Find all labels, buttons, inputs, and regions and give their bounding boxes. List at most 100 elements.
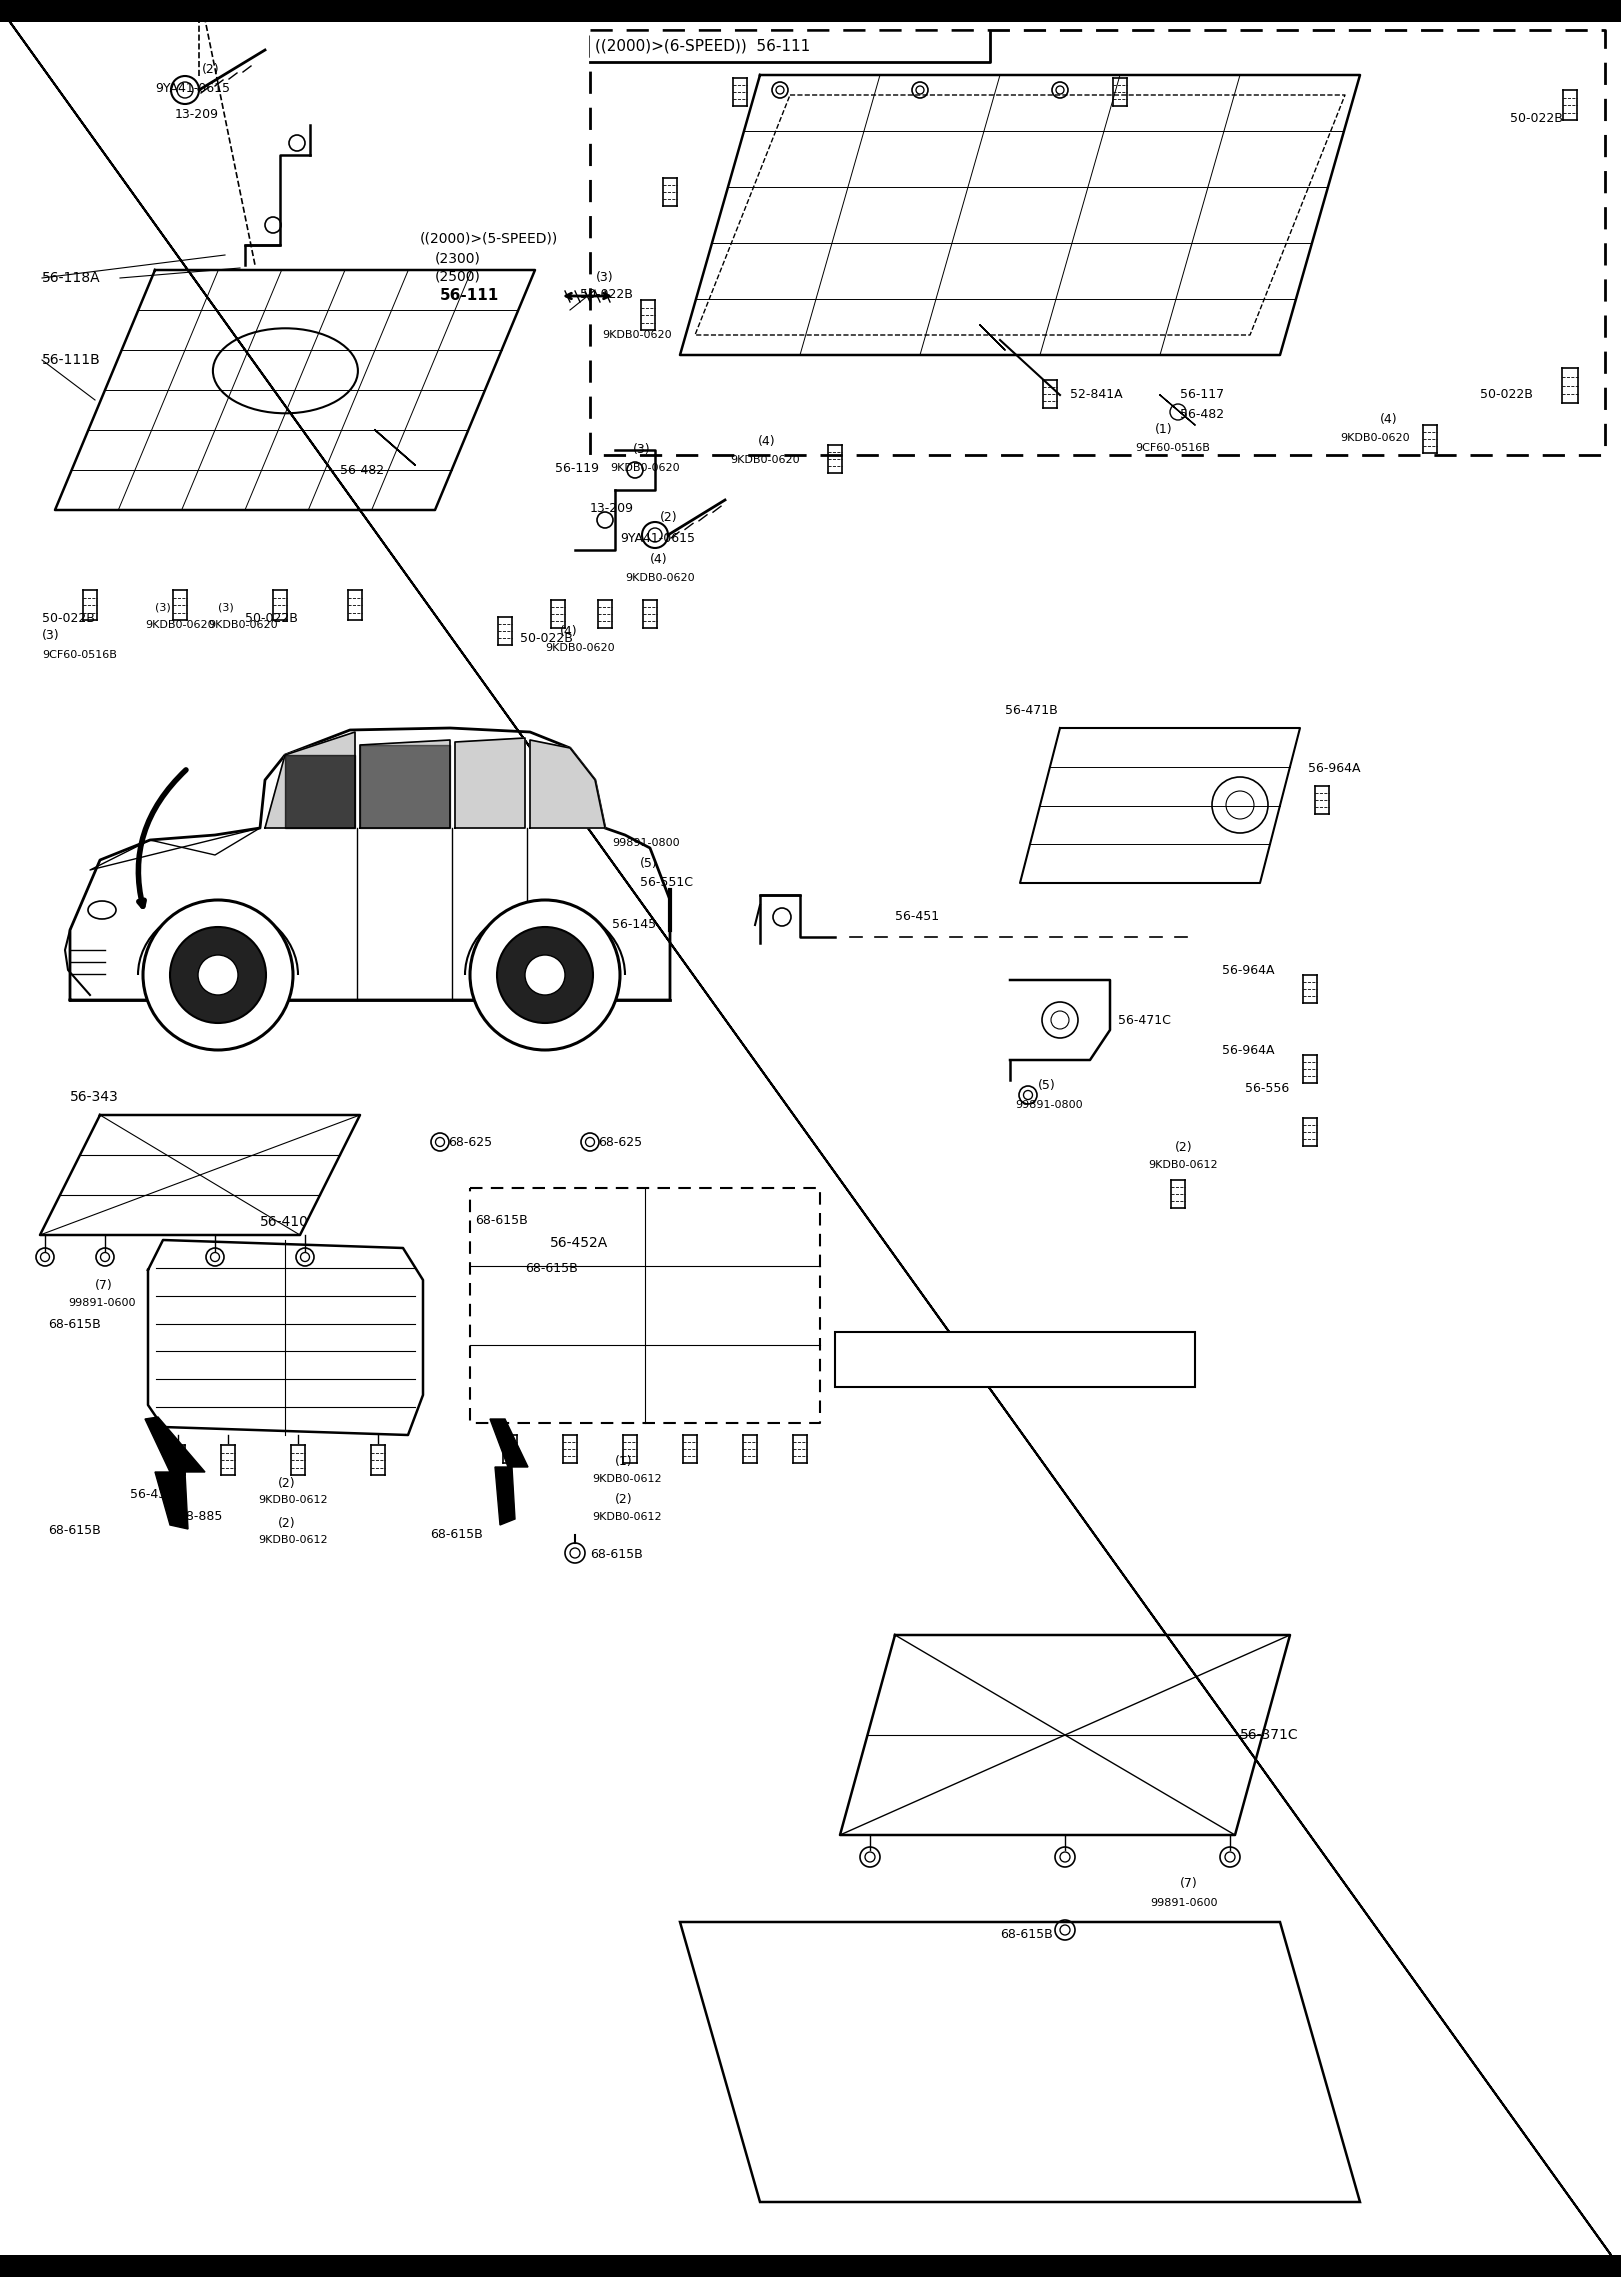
Text: (3): (3) — [217, 603, 233, 613]
Text: 68-615B: 68-615B — [525, 1261, 577, 1275]
Text: (4): (4) — [650, 553, 668, 567]
Text: 9KDB0-0620: 9KDB0-0620 — [207, 619, 277, 631]
Text: 56-118A: 56-118A — [42, 271, 101, 285]
Text: 9KDB0-0612: 9KDB0-0612 — [592, 1473, 661, 1485]
Text: 68-615B: 68-615B — [430, 1528, 483, 1542]
Text: 56-551C: 56-551C — [640, 877, 694, 890]
Bar — [0, 0, 1621, 23]
Text: 9KDB0-0620: 9KDB0-0620 — [144, 619, 214, 631]
Text: 9CF60-0516B: 9CF60-0516B — [42, 649, 117, 660]
Text: 68-615B: 68-615B — [590, 1548, 644, 1562]
Polygon shape — [530, 740, 605, 829]
Text: (2500): (2500) — [434, 269, 481, 282]
Text: 56-556: 56-556 — [1245, 1082, 1289, 1095]
Text: (2300): (2300) — [434, 250, 481, 264]
Text: 56-371C: 56-371C — [1240, 1728, 1298, 1742]
Text: 56-111: 56-111 — [439, 289, 499, 303]
Text: (3): (3) — [597, 271, 614, 285]
Text: 68-885: 68-885 — [178, 1510, 222, 1523]
Text: 56-482: 56-482 — [1180, 408, 1224, 421]
Circle shape — [525, 954, 566, 995]
Text: 52-841A: 52-841A — [1070, 389, 1123, 401]
Text: (5): (5) — [1037, 1079, 1055, 1091]
Text: 56-471C: 56-471C — [1118, 1013, 1170, 1027]
Polygon shape — [360, 740, 451, 829]
Text: 9KDB0-0612: 9KDB0-0612 — [592, 1512, 661, 1521]
Text: 9KDB0-0612: 9KDB0-0612 — [258, 1535, 327, 1546]
Text: (2): (2) — [614, 1491, 632, 1505]
Text: 9KDB0-0620: 9KDB0-0620 — [601, 330, 671, 339]
Text: 56-482: 56-482 — [340, 465, 384, 476]
Text: (1): (1) — [1156, 424, 1172, 437]
Polygon shape — [679, 1922, 1360, 2202]
Text: 13-209: 13-209 — [175, 109, 219, 121]
Text: (4): (4) — [759, 435, 775, 449]
Text: 9YA41-0615: 9YA41-0615 — [619, 531, 695, 544]
Text: (4): (4) — [559, 626, 577, 638]
Text: (2): (2) — [277, 1475, 295, 1489]
Text: 56-452A: 56-452A — [550, 1236, 608, 1250]
Polygon shape — [264, 731, 355, 829]
Text: 68-625: 68-625 — [598, 1136, 642, 1148]
Polygon shape — [456, 738, 525, 829]
Text: 9KDB0-0612: 9KDB0-0612 — [1148, 1159, 1217, 1170]
Text: 56-111B: 56-111B — [42, 353, 101, 367]
Text: ((2000)>(5-SPEED)): ((2000)>(5-SPEED)) — [420, 230, 558, 246]
Polygon shape — [590, 32, 990, 61]
Text: 99891-0800: 99891-0800 — [613, 838, 679, 847]
Text: 9KDB0-0620: 9KDB0-0620 — [609, 462, 679, 474]
Text: (2): (2) — [203, 64, 219, 77]
Text: (1): (1) — [614, 1455, 632, 1466]
Text: 68-615B: 68-615B — [49, 1318, 101, 1332]
Text: 99891-0600: 99891-0600 — [1149, 1899, 1217, 1908]
Text: 13-209: 13-209 — [590, 501, 634, 515]
Text: 56-410: 56-410 — [259, 1216, 310, 1230]
Text: (7): (7) — [96, 1277, 113, 1291]
Polygon shape — [835, 1332, 1195, 1387]
Text: 68-615B: 68-615B — [1000, 1929, 1052, 1942]
Text: 9KDB0-0620: 9KDB0-0620 — [545, 642, 614, 653]
Text: 56-471B: 56-471B — [1005, 704, 1059, 717]
Circle shape — [642, 521, 668, 549]
Text: 56-117: 56-117 — [1180, 389, 1224, 401]
Circle shape — [498, 927, 593, 1022]
Text: 68-625: 68-625 — [447, 1136, 493, 1148]
Text: (7): (7) — [1180, 1876, 1198, 1890]
Text: 50-022B: 50-022B — [520, 631, 572, 644]
Text: (3): (3) — [632, 444, 650, 455]
Text: 50-022B: 50-022B — [580, 289, 632, 301]
Text: (2): (2) — [277, 1516, 295, 1530]
Text: 9CF60-0516B: 9CF60-0516B — [1135, 444, 1209, 453]
Polygon shape — [144, 1416, 204, 1528]
Text: 56-964A: 56-964A — [1222, 1043, 1274, 1057]
Text: 9KDB0-0612: 9KDB0-0612 — [258, 1496, 327, 1505]
Text: 56-119: 56-119 — [554, 462, 600, 474]
Text: (3): (3) — [42, 628, 60, 642]
Text: 9YA41-0615: 9YA41-0615 — [156, 82, 230, 96]
Text: (5): (5) — [640, 856, 658, 870]
Text: 99891-0600: 99891-0600 — [68, 1298, 136, 1307]
Circle shape — [143, 899, 293, 1050]
Text: 99891-0800: 99891-0800 — [1015, 1100, 1083, 1109]
Circle shape — [470, 899, 619, 1050]
Text: 56-451: 56-451 — [895, 911, 939, 924]
Polygon shape — [360, 745, 451, 829]
Bar — [0, 2254, 1621, 2277]
Text: 50-022B: 50-022B — [1480, 389, 1533, 401]
Text: 56-343: 56-343 — [70, 1091, 118, 1104]
Text: 9KDB0-0620: 9KDB0-0620 — [1341, 433, 1410, 444]
Text: 50-022B: 50-022B — [42, 613, 96, 624]
Circle shape — [198, 954, 238, 995]
Polygon shape — [285, 756, 355, 829]
Text: 56-145: 56-145 — [613, 918, 657, 931]
Text: 68-615B: 68-615B — [49, 1523, 101, 1537]
Text: 50-022B: 50-022B — [1511, 112, 1563, 125]
Text: (4): (4) — [1379, 414, 1397, 426]
Polygon shape — [490, 1419, 528, 1526]
Text: (2): (2) — [660, 512, 678, 524]
Text: ((2000)>(6-SPEED))  56-111: ((2000)>(6-SPEED)) 56-111 — [595, 39, 810, 52]
Text: 56-964A: 56-964A — [1308, 761, 1360, 774]
Text: (3): (3) — [156, 603, 170, 613]
Text: 50-022B: 50-022B — [245, 613, 298, 624]
Circle shape — [170, 75, 199, 105]
